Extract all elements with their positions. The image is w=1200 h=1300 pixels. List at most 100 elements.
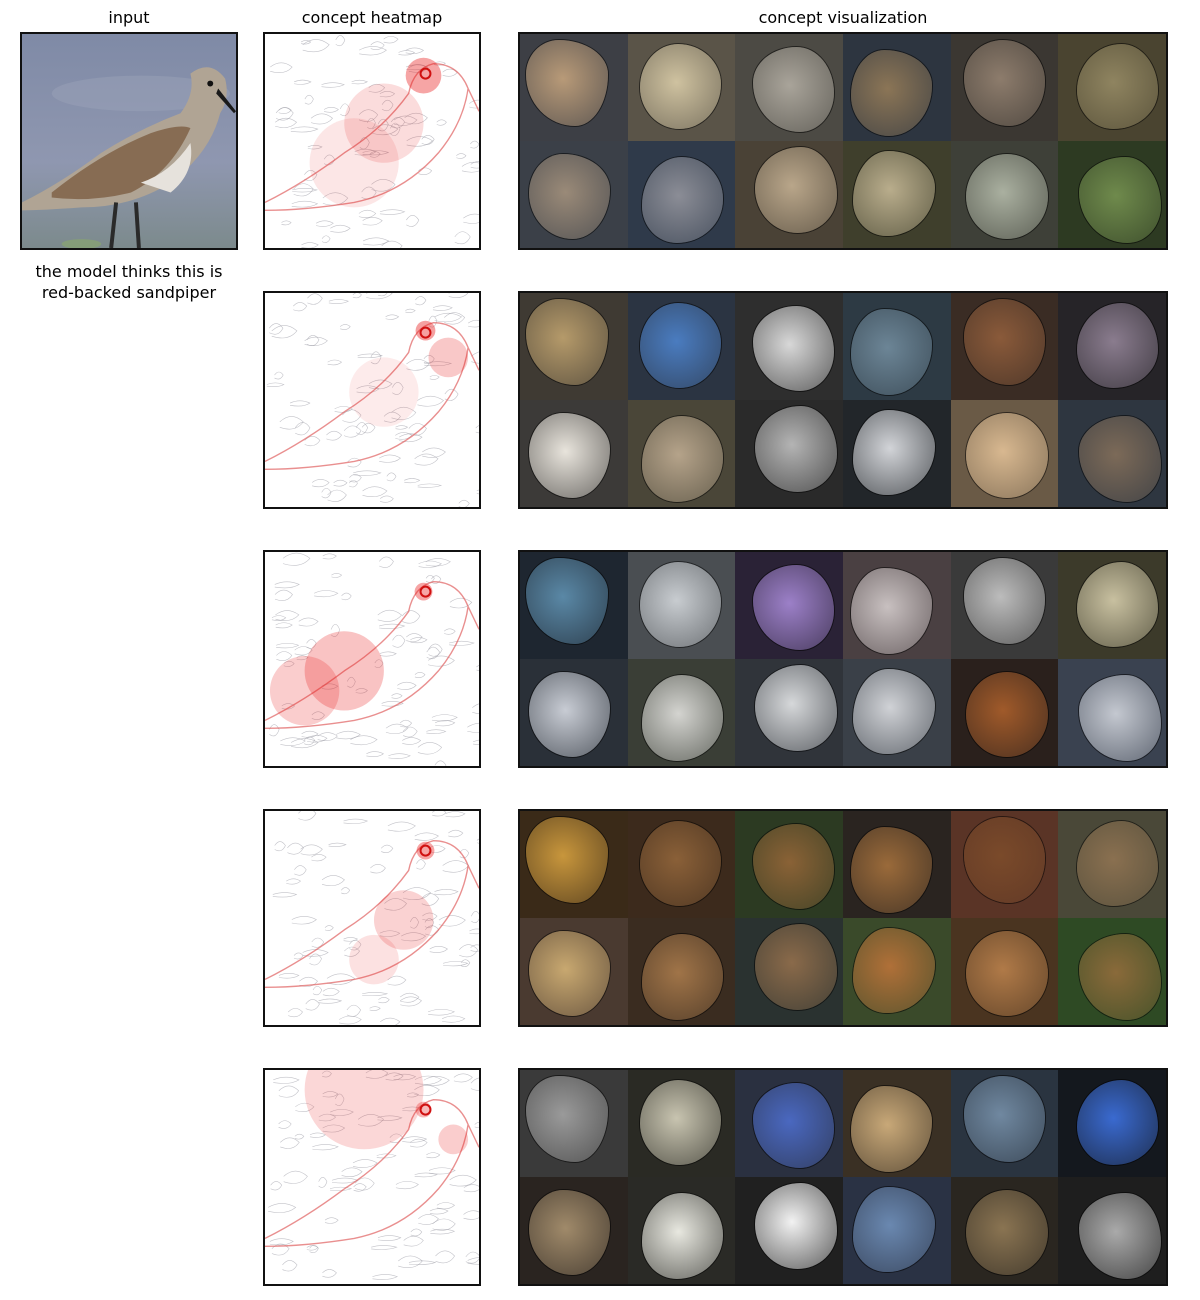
concept-region-highlight <box>1076 820 1159 907</box>
concept-region-highlight <box>754 924 837 1010</box>
concept-patch-abstract <box>520 1070 628 1177</box>
concept-patch-abstract <box>1058 1177 1166 1284</box>
concept-region-highlight <box>752 1082 835 1169</box>
concept-patch-duck <box>627 400 736 507</box>
heatmap-graphic <box>265 811 479 1025</box>
concept-patch-abstract <box>520 1177 628 1284</box>
concept-patch-bird <box>950 141 1059 248</box>
concept-region-highlight <box>1078 157 1161 243</box>
concept-heatmap-5 <box>263 1068 481 1286</box>
concept-region-highlight <box>963 1076 1046 1162</box>
concept-patch-duck <box>842 293 951 400</box>
concept-patch-abstract <box>950 1177 1059 1284</box>
prediction-class: red-backed sandpiper <box>41 283 217 302</box>
concept-patch-dog <box>950 918 1059 1025</box>
concept-patch-abstract <box>627 1070 736 1177</box>
concept-patch-ship <box>842 552 951 659</box>
concept-region-highlight <box>528 153 611 240</box>
concept-heatmap-2 <box>263 291 481 509</box>
concept-patch-ship <box>735 659 843 766</box>
concept-region-highlight <box>526 40 609 126</box>
concept-patch-bird <box>950 34 1059 141</box>
concept-patch-ship <box>520 659 628 766</box>
concept-patch-abstract <box>627 1177 736 1284</box>
concept-heatmap-1 <box>263 32 481 250</box>
concept-patch-keyboard <box>842 1177 951 1284</box>
concept-patch-bird <box>1058 141 1166 248</box>
concept-patch-duck <box>1058 400 1166 507</box>
concept-region-highlight <box>752 823 835 910</box>
concept-region-highlight <box>852 409 935 496</box>
concept-region-highlight <box>752 564 835 651</box>
concept-patch-flutes <box>520 293 628 400</box>
concept-region-highlight <box>752 46 835 133</box>
concept-region-highlight <box>965 153 1048 240</box>
concept-region-highlight <box>852 927 935 1014</box>
heatmap-graphic <box>265 552 479 766</box>
concept-patch-dog <box>735 918 843 1025</box>
concept-patch-duck <box>950 293 1059 400</box>
concept-region-highlight <box>965 1189 1048 1276</box>
concept-region-highlight <box>754 665 837 751</box>
concept-region-highlight <box>641 934 724 1020</box>
concept-patch-bird <box>842 34 951 141</box>
concept-patch-van <box>520 400 628 507</box>
concept-patch-dog <box>627 811 736 918</box>
concept-region-highlight <box>526 1076 609 1162</box>
concept-patch-zebra <box>1058 552 1166 659</box>
concept-patch-bird <box>735 141 843 248</box>
prediction-line-1: the model thinks this is <box>35 262 223 281</box>
concept-visualization-5 <box>518 1068 1168 1286</box>
input-column-title: input <box>108 8 150 27</box>
concept-region-highlight <box>1076 561 1159 648</box>
concept-region-highlight <box>852 150 935 237</box>
concept-region-highlight <box>752 305 835 392</box>
concept-region-highlight <box>965 412 1048 499</box>
concept-region-highlight <box>1076 43 1159 130</box>
sandpiper-photo <box>22 34 236 248</box>
concept-region-highlight <box>963 817 1046 903</box>
concept-region-highlight <box>852 668 935 755</box>
concept-patch-bakery <box>520 811 628 918</box>
concept-patch-blinds <box>735 293 843 400</box>
concept-patch-bird <box>1058 34 1166 141</box>
concept-patch-ship <box>627 552 736 659</box>
concept-patch-abstract <box>735 1177 843 1284</box>
concept-patch-lionfish <box>950 659 1059 766</box>
concept-region-highlight <box>754 1183 837 1269</box>
concept-region-highlight <box>965 671 1048 758</box>
concept-region-highlight <box>639 302 722 389</box>
concept-patch-finger <box>950 400 1059 507</box>
concept-patch-bakery <box>520 918 628 1025</box>
concept-region-highlight <box>641 416 724 502</box>
concept-region-highlight <box>528 671 611 758</box>
visualization-column-title: concept visualization <box>758 8 928 27</box>
concept-region-highlight <box>1076 1079 1159 1166</box>
concept-region-highlight <box>754 406 837 492</box>
prediction-caption: the model thinks this is red-backed sand… <box>14 261 244 303</box>
concept-region-highlight <box>850 568 933 654</box>
concept-patch-blinds <box>735 400 843 507</box>
concept-patch-zebra <box>627 659 736 766</box>
concept-region-highlight <box>641 157 724 243</box>
concept-patch-tapes <box>1058 293 1166 400</box>
concept-region-highlight <box>850 1086 933 1172</box>
concept-region-highlight <box>1076 302 1159 389</box>
concept-region-highlight <box>965 930 1048 1017</box>
heatmap-graphic <box>265 35 479 248</box>
concept-heatmap-4 <box>263 809 481 1027</box>
concept-region-highlight <box>639 561 722 648</box>
concept-region-highlight <box>526 299 609 385</box>
concept-region-highlight <box>639 820 722 907</box>
concept-patch-abstract <box>842 1070 951 1177</box>
concept-patch-stripes <box>520 552 628 659</box>
concept-patch-ship <box>842 659 951 766</box>
concept-patch-car <box>842 400 951 507</box>
concept-patch-bird <box>842 141 951 248</box>
concept-region-highlight <box>1078 675 1161 761</box>
concept-patch-urchin <box>735 552 843 659</box>
concept-region-highlight <box>639 1079 722 1166</box>
input-image <box>20 32 238 250</box>
concept-region-highlight <box>852 1186 935 1273</box>
heatmap-graphic <box>265 1070 479 1280</box>
